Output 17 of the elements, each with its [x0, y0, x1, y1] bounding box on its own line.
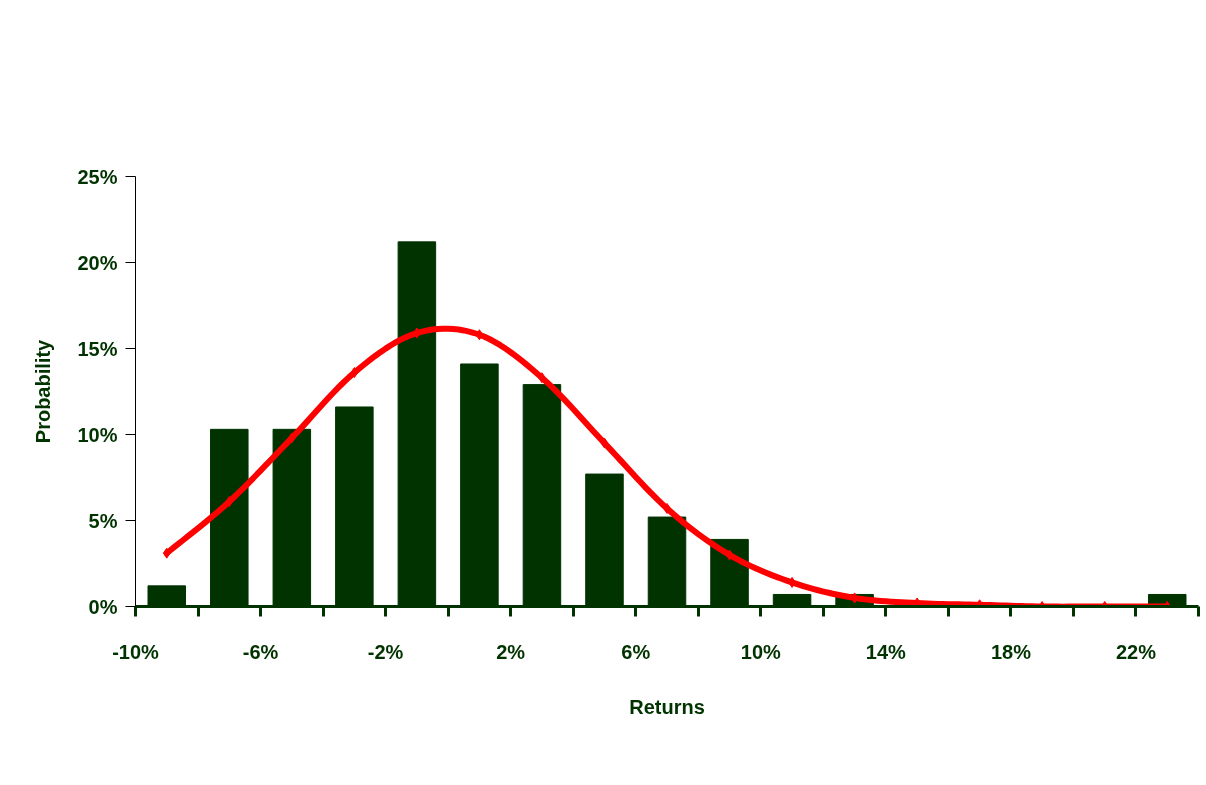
- x-tick-label: 2%: [496, 640, 526, 663]
- x-tick-label: 6%: [621, 640, 651, 663]
- y-tick-label: 15%: [77, 337, 118, 360]
- y-tick-label: 25%: [77, 165, 118, 188]
- y-tick-label: 0%: [88, 595, 118, 618]
- y-tick-label: 20%: [77, 251, 118, 274]
- x-tick-label: 10%: [740, 640, 782, 663]
- x-tick-label: -10%: [112, 640, 160, 663]
- x-tick-label: -6%: [242, 640, 279, 663]
- x-tick-label: 14%: [865, 640, 907, 663]
- x-tick-label: -2%: [367, 640, 404, 663]
- y-axis-title: Probability: [32, 338, 55, 444]
- x-axis-title: Returns: [629, 695, 705, 718]
- y-tick-label: 10%: [77, 423, 118, 446]
- x-tick-label: 18%: [990, 640, 1032, 663]
- x-tick-label: 22%: [1115, 640, 1157, 663]
- y-tick-label: 5%: [88, 509, 118, 532]
